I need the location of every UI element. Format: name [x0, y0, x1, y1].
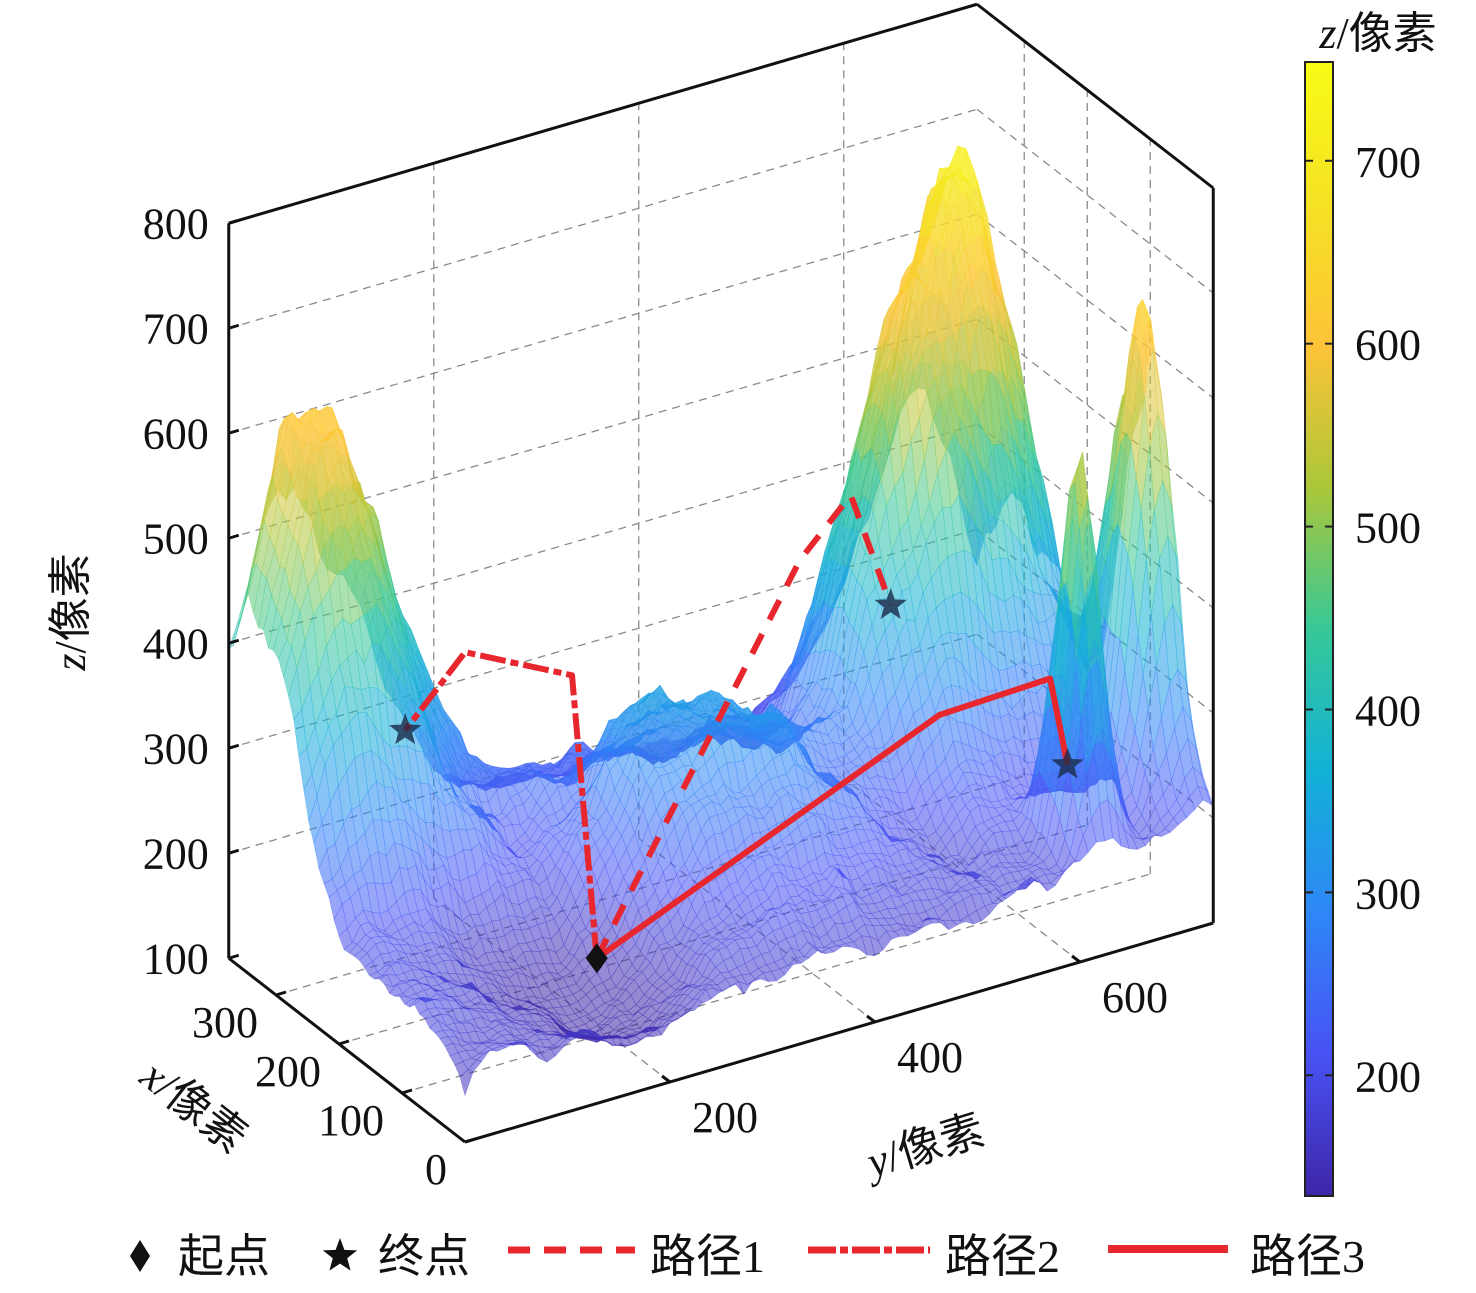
- z-tick-label: 800: [143, 199, 209, 248]
- x-tick-label: 100: [318, 1096, 384, 1145]
- z-tick-label: 700: [143, 304, 209, 353]
- legend-path2-label: 路径2: [945, 1231, 1060, 1282]
- z-axis-label: z/像素: [46, 553, 95, 671]
- legend-end-marker: [323, 1238, 357, 1271]
- legend-start-label: 起点: [178, 1231, 270, 1282]
- x-tick-label: 0: [425, 1145, 447, 1194]
- y-tick-mark: [662, 1076, 670, 1082]
- y-tick-label: 400: [897, 1033, 963, 1082]
- x-tick-mark: [276, 992, 286, 995]
- axis-edge: [229, 4, 977, 223]
- colorbar-tick-label: 300: [1355, 869, 1421, 918]
- legend-end-label: 终点: [378, 1231, 470, 1282]
- colorbar-label: z/像素: [1318, 9, 1436, 58]
- z-tick-label: 300: [143, 724, 209, 773]
- z-grid-line: [977, 109, 1213, 293]
- y-tick-mark: [1072, 956, 1080, 962]
- z-tick-label: 100: [143, 934, 209, 983]
- colorbar-tick-label: 600: [1355, 321, 1421, 370]
- legend: 起点 终点 路径1 路径2 路径3: [130, 1231, 1365, 1282]
- z-grid-line: [229, 214, 977, 433]
- colorbar-fill: [1305, 62, 1333, 1196]
- x-tick-mark: [465, 1139, 475, 1142]
- y-tick-mark: [867, 1016, 875, 1022]
- z-tick-label: 600: [143, 409, 209, 458]
- y-tick-label: 200: [692, 1093, 758, 1142]
- x-tick-mark: [339, 1041, 349, 1044]
- legend-start-marker: [130, 1240, 150, 1272]
- terrain-surface: [229, 146, 1214, 1096]
- colorbar-tick-label: 400: [1355, 686, 1421, 735]
- colorbar: z/像素 200 300 400 500 600 700: [1305, 9, 1437, 1196]
- legend-path1-label: 路径1: [650, 1231, 765, 1282]
- z-tick-label: 400: [143, 619, 209, 668]
- axis-edge: [977, 4, 1213, 188]
- legend-path3-label: 路径3: [1250, 1231, 1365, 1282]
- z-tick-mark: [229, 220, 239, 223]
- y-tick-label: 600: [1102, 973, 1168, 1022]
- colorbar-tick-label: 500: [1355, 504, 1421, 553]
- colorbar-tick-label: 200: [1355, 1052, 1421, 1101]
- x-tick-label: 300: [192, 998, 258, 1047]
- colorbar-tick-label: 700: [1355, 138, 1421, 187]
- z-tick-label: 500: [143, 514, 209, 563]
- x-tick-mark: [402, 1090, 412, 1093]
- x-axis-label: x/像素: [131, 1050, 256, 1163]
- x-tick-label: 200: [255, 1047, 321, 1096]
- z-tick-label: 200: [143, 829, 209, 878]
- y-axis-label: y/像素: [858, 1105, 991, 1188]
- z-grid-line: [229, 109, 977, 328]
